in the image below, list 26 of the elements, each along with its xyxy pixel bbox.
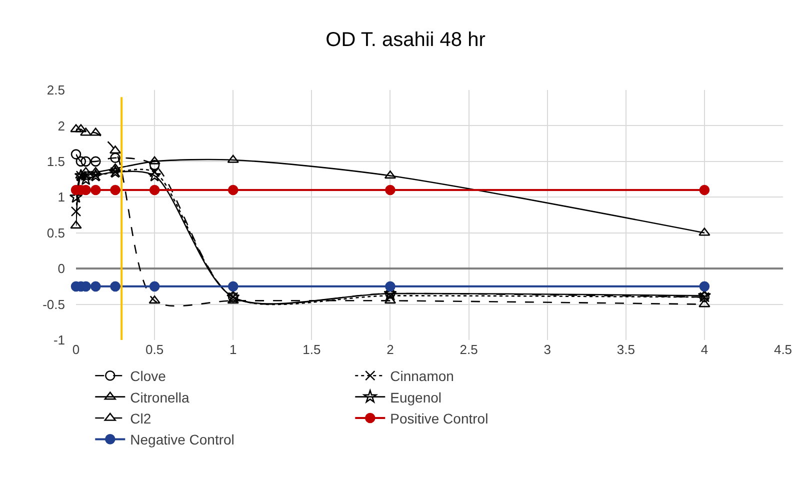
y-tick-label: -1 bbox=[53, 332, 65, 348]
chart-title: OD T. asahii 48 hr bbox=[326, 29, 486, 51]
y-tick-label: 2 bbox=[58, 118, 65, 134]
x-tick-label: 2.5 bbox=[460, 342, 478, 357]
y-tick-label: 2.5 bbox=[46, 82, 65, 98]
x-tick-label: 1.5 bbox=[302, 342, 321, 357]
y-tick-label: 0.5 bbox=[46, 225, 65, 240]
legend-label: Clove bbox=[130, 368, 166, 384]
x-tick-label: 4.5 bbox=[774, 342, 792, 357]
y-tick-label: -0.5 bbox=[42, 296, 65, 312]
y-tick-label: 1 bbox=[58, 190, 65, 205]
x-tick-label: 0 bbox=[72, 342, 80, 357]
legend-label: Negative Control bbox=[130, 432, 234, 448]
legend-label: Eugenol bbox=[390, 389, 442, 406]
legend-label: Positive Control bbox=[390, 410, 488, 426]
x-tick-label: 3.5 bbox=[616, 342, 635, 357]
legend-label: Cl2 bbox=[130, 410, 152, 426]
x-tick-label: 4 bbox=[700, 342, 708, 357]
x-tick-label: 1 bbox=[229, 342, 237, 357]
y-tick-label: 0 bbox=[58, 261, 65, 276]
y-tick-label: 1.5 bbox=[46, 154, 65, 169]
legend-label: Cinnamon bbox=[390, 368, 454, 384]
legend-label: Citronella bbox=[130, 389, 190, 406]
x-tick-label: 0.5 bbox=[146, 342, 164, 357]
x-tick-label: 2 bbox=[386, 342, 394, 357]
x-tick-label: 3 bbox=[544, 342, 551, 357]
